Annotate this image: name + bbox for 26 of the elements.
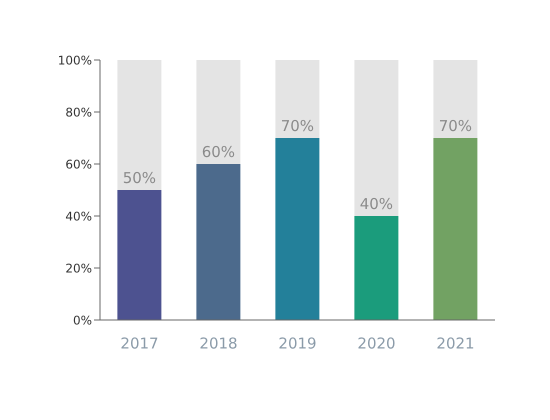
y-tick-label: 60% [65,157,92,172]
data-label: 50% [122,169,156,187]
bar [275,60,320,138]
data-label: 60% [202,143,236,161]
y-tick-label: 100% [58,53,92,68]
x-tick-label: 2018 [199,334,238,353]
bar [117,190,162,320]
y-tick-label: 40% [65,209,92,224]
x-tick-label: 2020 [357,334,396,353]
y-tick-label: 80% [65,105,92,120]
data-label: 40% [360,195,394,213]
data-label: 70% [280,117,314,135]
data-label: 70% [438,117,472,135]
bar [354,60,398,216]
x-tick-label: 2017 [120,334,159,353]
bar [275,138,320,320]
x-tick-label: 2021 [436,334,475,353]
x-tick-label: 2019 [278,334,317,353]
y-tick-label: 20% [65,261,92,276]
y-tick-label: 0% [72,313,92,328]
bar [433,138,478,320]
bar [354,216,398,320]
bar [433,60,478,138]
bar [196,60,240,164]
bar [196,164,240,320]
bar [117,60,162,190]
